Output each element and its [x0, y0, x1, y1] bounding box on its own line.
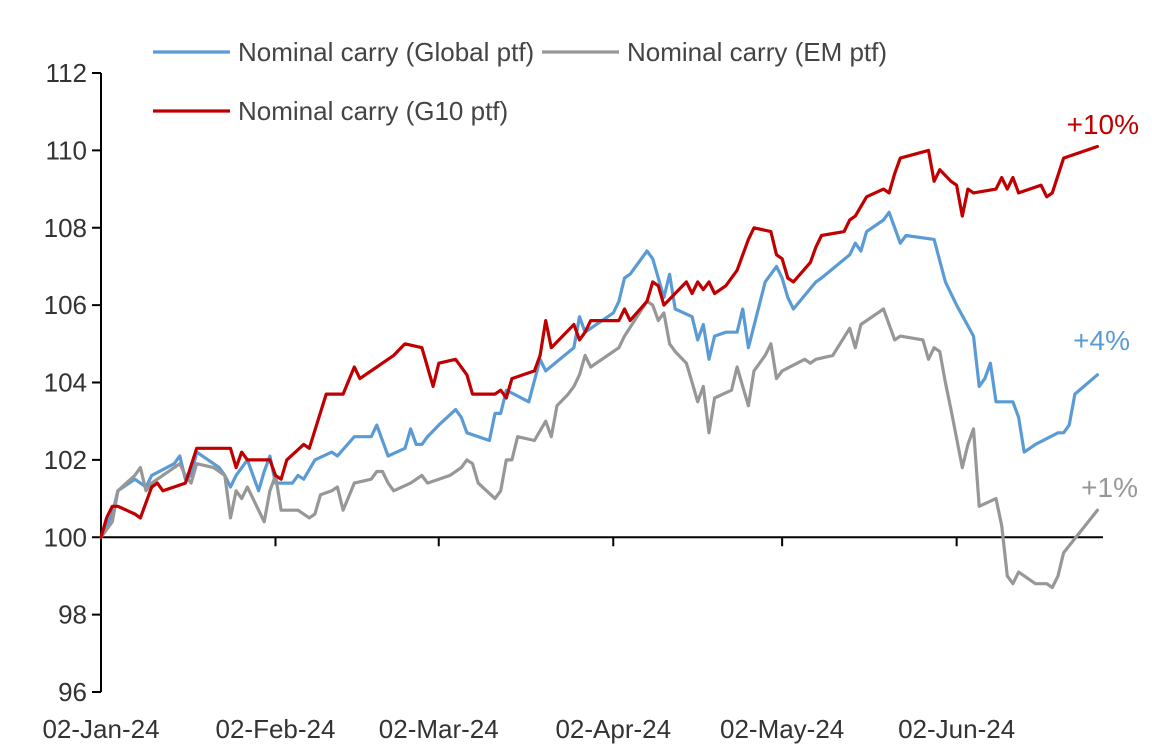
- end-label-em: +1%: [1081, 472, 1138, 503]
- y-tick-label: 112: [46, 58, 87, 88]
- series-line-em: [99, 299, 1100, 590]
- legend-label-global: Nominal carry (Global ptf): [238, 37, 534, 67]
- x-tick-label: 02-Feb-24: [216, 714, 336, 744]
- y-tick-label: 96: [58, 677, 87, 707]
- series-line-global: [99, 210, 1100, 539]
- end-label-global: +4%: [1073, 325, 1130, 356]
- end-labels: +4% +1% +10%: [1067, 109, 1139, 503]
- legend-label-g10: Nominal carry (G10 ptf): [238, 96, 508, 126]
- x-tick-label: 02-Apr-24: [555, 714, 671, 744]
- y-tick-label: 110: [46, 135, 87, 165]
- x-tick-label: 02-May-24: [720, 714, 844, 744]
- x-axis: 02-Jan-24 02-Feb-24 02-Mar-24 02-Apr-24 02-M…: [42, 536, 1103, 744]
- y-tick-label: 108: [44, 213, 87, 243]
- y-axis: 96 98 100 102 104 106 108 110 112: [44, 58, 102, 707]
- y-tick-label: 104: [44, 368, 87, 398]
- legend-label-em: Nominal carry (EM ptf): [627, 37, 887, 67]
- series-line-g10: [99, 144, 1100, 539]
- x-tick-label: 02-Jun-24: [898, 714, 1015, 744]
- y-tick-label: 102: [44, 445, 87, 475]
- y-tick-label: 100: [44, 522, 87, 552]
- x-tick-label: 02-Mar-24: [379, 714, 499, 744]
- end-label-g10: +10%: [1067, 109, 1139, 140]
- y-tick-label: 98: [58, 600, 87, 630]
- legend: Nominal carry (Global ptf) Nominal carry …: [153, 37, 887, 126]
- x-tick-label: 02-Jan-24: [42, 714, 159, 744]
- y-tick-label: 106: [44, 290, 87, 320]
- series-lines: [99, 144, 1100, 590]
